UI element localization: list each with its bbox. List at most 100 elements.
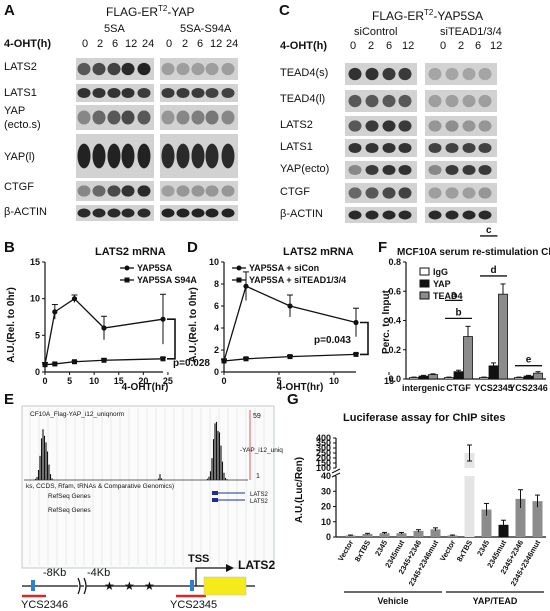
blot-band [462,94,476,108]
x-tick-label: 5 [276,376,281,386]
gene-annotation-text: ks, CCDS, Rfam, tRNAs & Comparative Geno… [26,483,174,490]
time-tick: 0 [82,38,88,50]
blot-band [478,210,492,220]
panel-a-row-labels: LATS2 LATS1 YAP (ecto.s) YAP(l) CTGF β-A… [4,61,47,218]
blot-band [221,185,235,197]
panel-a-group-1: 5SA [104,23,125,35]
panel-b-xlabel: 4-OHT(hr) [122,382,169,393]
blot-band [365,187,379,199]
significance-bracket [167,318,176,360]
panel-b-letter: B [4,239,15,256]
blot-band [137,185,151,197]
y-tick-label: 2 [214,345,219,355]
panel-e-letter: E [4,391,14,408]
blot-band [176,185,190,197]
legend-swatch [419,279,430,288]
blot-band [221,143,235,169]
time-tick: 2 [458,40,464,52]
y-tick-label: 10 [209,257,219,267]
blot-band [161,208,175,218]
blot-band [176,87,190,99]
blot-band [365,94,379,108]
blot-strip [425,63,497,85]
panel-d-pvalue: p=0.043 [314,335,351,346]
blot-band [121,143,135,169]
blot-strip [345,116,417,136]
bar [481,509,492,537]
data-point [72,359,77,365]
time-tick: 0 [350,40,356,52]
gene-track-label: RefSeq Genes [48,493,91,500]
blot-band [428,164,442,176]
data-point [42,362,48,368]
genome-browser-grid [29,408,265,566]
blot-band [107,62,121,76]
blot-band [92,62,106,76]
blot-band [107,185,121,197]
blot-band [445,94,459,108]
panel-d-letter: D [187,239,198,256]
y-tick-label: 150 [316,458,331,468]
site-marker [31,580,35,591]
panel-c-group-2: siTEAD1/3/4 [440,26,502,38]
significance-label: b [455,307,461,318]
blot-band [365,142,379,154]
red-star-icon: ★ [104,579,115,593]
bar [479,377,489,380]
track-min: 1 [256,473,260,480]
category-label: 2345 [373,539,389,558]
category-label: 8xTBS [353,539,372,564]
panel-f-legend: IgG YAP TEAD4 [419,267,463,301]
panel-f-title: MCF10A serum re-stimulation ChIP [397,247,550,258]
legend-marker-square [124,277,130,283]
time-tick: 6 [386,40,392,52]
blot-strip [345,63,417,85]
panel-d-plot: 0 2 4 6 8 10 0 5 10 15 [209,257,394,386]
y-tick-label: 0.6 [388,286,401,296]
blot-band [398,210,412,220]
blot-band [382,67,396,81]
distance-label: -8Kb [43,567,66,579]
panel-c-group-1: siControl [354,26,397,38]
panel-g: G Luciferase assay for ChIP sites A.U.(L… [287,391,546,606]
data-point [101,325,107,331]
significance-label: c [486,225,492,236]
panel-b-pvalue: p=0.028 [173,358,210,369]
blot-band [348,67,362,81]
svg-text:★: ★ [144,579,155,593]
blot-band [462,210,476,220]
y-tick-label: 4 [214,323,219,333]
panel-c-construct: FLAG-ERT2-YAP5SA [372,8,483,23]
blot-strip [425,161,497,179]
data-point [353,351,359,357]
gene-label: LATS2 [238,558,275,572]
blot-strip [425,207,497,223]
bar [514,377,524,380]
blot-strip [345,161,417,179]
blot-band [107,143,121,169]
blot-strip [425,116,497,136]
y-tick-label: 100 [316,463,331,473]
time-tick: 12 [125,38,137,50]
blot-band [445,164,459,176]
blot-band [121,208,135,218]
time-tick: 12 [402,40,414,52]
time-tick: 0 [440,40,446,52]
category-label: CTGF [446,383,471,393]
significance-label: d [490,265,496,276]
blot-band [348,94,362,108]
blot-band [176,110,190,125]
legend-label: YAP5SA [137,263,173,273]
x-tick-label: 10 [89,376,99,386]
legend-marker-square [236,277,242,283]
y-tick-label: 0.4 [388,316,401,326]
panel-a: A FLAG-ERT2-YAP 5SA 5SA-S94A 4-OHT(h) 0 … [4,2,238,221]
track-side-label: -YAP_i12_uniq [240,447,283,454]
y-tick-label: 8 [214,279,219,289]
y-tick-label: 30 [321,486,331,496]
y-tick-label: 20 [321,502,331,512]
panel-a-time-label: 4-OHT(h) [4,38,51,50]
tss-arrow [195,567,228,586]
distance-label: -4Kb [87,567,110,579]
